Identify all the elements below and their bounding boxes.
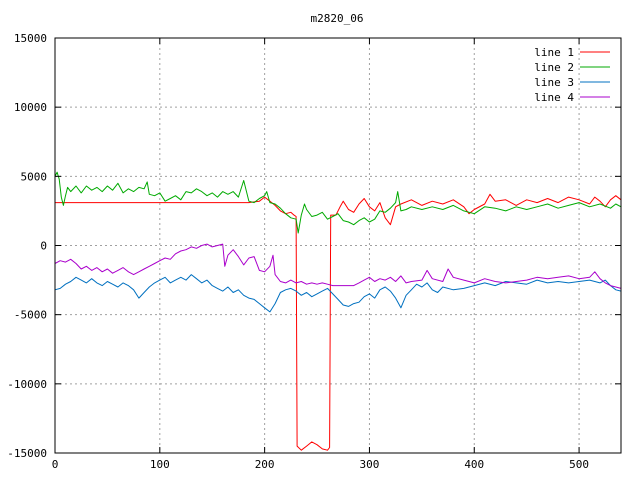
legend-label-1: line 1 (534, 46, 574, 59)
y-tick-label: 15000 (14, 32, 47, 45)
y-tick-label: 0 (40, 240, 47, 253)
y-tick-label: 5000 (21, 170, 48, 183)
x-tick-label: 200 (255, 458, 275, 471)
chart-title: m2820_06 (311, 12, 364, 25)
x-tick-label: 300 (360, 458, 380, 471)
legend-label-2: line 2 (534, 61, 574, 74)
x-tick-label: 100 (150, 458, 170, 471)
y-tick-label: -15000 (7, 447, 47, 460)
series-line-3 (54, 274, 622, 313)
x-tick-label: 400 (464, 458, 484, 471)
x-tick-label: 500 (569, 458, 589, 471)
grid (55, 38, 621, 453)
series-group (54, 171, 622, 451)
legend-label-4: line 4 (534, 91, 574, 104)
series-line-4 (54, 243, 622, 289)
legend: line 1 line 2 line 3 line 4 (534, 46, 610, 104)
y-tick-label: -5000 (14, 309, 47, 322)
x-tick-label: 0 (52, 458, 59, 471)
y-tick-label: -10000 (7, 378, 47, 391)
legend-label-3: line 3 (534, 76, 574, 89)
series-line-1 (55, 193, 622, 451)
ticks: 0 100 200 300 400 500 -15000 -10000 -5000 0 5000 10… (7, 32, 621, 471)
y-tick-label: 10000 (14, 101, 47, 114)
series-line-2 (54, 171, 622, 234)
